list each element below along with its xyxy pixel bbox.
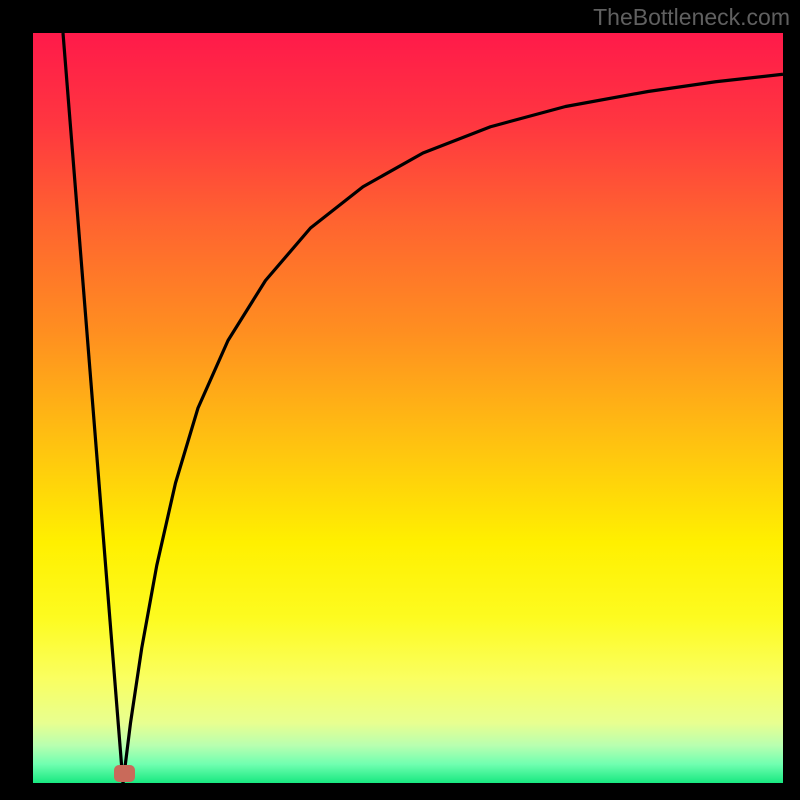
chart-container: TheBottleneck.com: [0, 0, 800, 800]
watermark-text: TheBottleneck.com: [593, 4, 790, 31]
left-descent-line: [63, 33, 123, 783]
curve-layer: [33, 33, 783, 783]
right-ascend-curve: [123, 74, 783, 783]
plot-area: [33, 33, 783, 783]
dip-marker: [114, 765, 135, 782]
